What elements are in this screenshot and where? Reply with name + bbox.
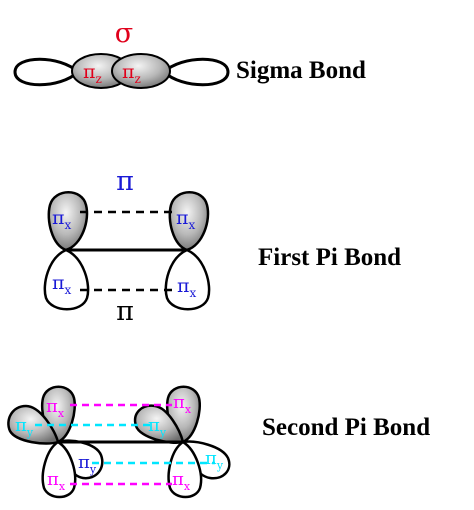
second-pi-right-left-lobe [133,404,185,444]
first-pi-left-top-lobe [47,191,89,252]
second-pi-right-upper-label: πy [148,415,167,439]
second-pi-left-side-lobe [7,404,60,445]
sigma-right-label: πz [122,61,141,86]
first-pi-right-bottom-label: πx [177,275,197,300]
second-pi-bond-group: πx πx πy πy πy πy πx πx Second Pi Bond [7,385,430,499]
first-pi-left-top-label: πx [52,207,72,232]
second-pi-left-bottom-lobe [41,440,77,499]
second-pi-left-top-label: πx [46,396,65,420]
sigma-bond-title: Sigma Bond [236,57,366,84]
second-pi-bond-title: Second Pi Bond [262,414,430,441]
first-pi-bottom-symbol: π [116,296,134,327]
first-pi-left-bottom-label: πx [52,272,72,297]
sigma-bond-group: σ πz πz Sigma Bond [13,18,366,89]
sigma-left-outer-lobe [13,57,81,87]
second-pi-left-side-label: πy [15,415,34,439]
first-pi-top-symbol: π [116,166,134,197]
second-pi-middle-lower-label: πy [78,452,97,476]
sigma-right-inner-lobe [111,53,171,89]
sigma-symbol: σ [115,18,133,49]
first-pi-right-bottom-lobe [164,248,211,311]
first-pi-right-top-label: πx [176,207,196,232]
sigma-right-outer-lobe [161,57,230,87]
second-pi-right-bottom-label: πx [172,469,191,493]
second-pi-right-top-label: πx [173,392,192,416]
first-pi-left-bottom-lobe [43,248,90,311]
first-pi-bond-title: First Pi Bond [258,244,401,271]
second-pi-right-lower-label: πy [205,448,224,472]
first-pi-right-top-lobe [168,191,210,252]
first-pi-bond-group: π π πx πx πx πx First Pi Bond [43,166,401,327]
sigma-left-label: πz [83,61,102,86]
second-pi-left-bottom-label: πx [47,469,66,493]
